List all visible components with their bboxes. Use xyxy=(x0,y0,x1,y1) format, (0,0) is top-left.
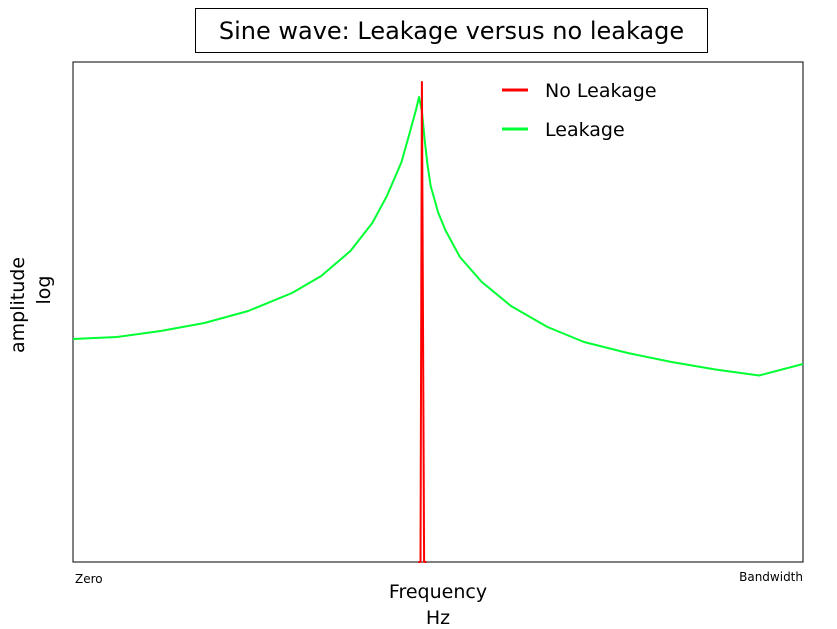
plot-area xyxy=(72,61,804,563)
legend: No Leakage Leakage xyxy=(502,80,657,141)
series-line-no-leakage xyxy=(418,81,427,563)
legend-label-leakage: Leakage xyxy=(545,119,625,141)
series-layer xyxy=(72,81,804,563)
y-axis-label-line-2: log xyxy=(33,276,55,305)
legend-label-no-leakage: No Leakage xyxy=(545,80,657,102)
x-axis-label-line-1: Frequency xyxy=(389,581,487,603)
x-tick-label-zero: Zero xyxy=(75,572,103,586)
series-line-leakage xyxy=(72,96,804,377)
x-tick-label-bandwidth: Bandwidth xyxy=(739,570,803,584)
chart-title: Sine wave: Leakage versus no leakage xyxy=(195,8,708,53)
y-axis-label-line-1: amplitude xyxy=(7,257,29,353)
x-axis-label-line-2: Hz xyxy=(426,607,450,629)
